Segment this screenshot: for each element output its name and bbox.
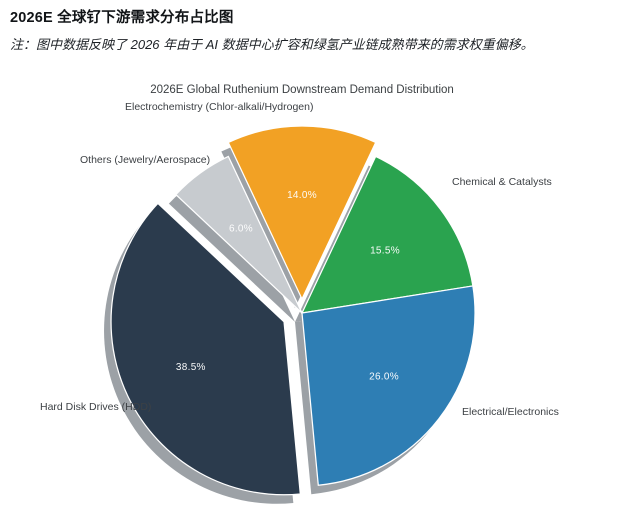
page-title: 2026E 全球钌下游需求分布占比图 [10, 10, 234, 26]
pie-percent-label: 15.5% [370, 245, 400, 256]
pie-percent-label: 26.0% [369, 371, 399, 382]
pie-slice [300, 155, 474, 314]
chart-title: 2026E Global Ruthenium Downstream Demand… [150, 84, 454, 96]
slice-label-chemical-catalysts: Chemical & Catalysts [452, 176, 552, 188]
pie-percent-label: 14.0% [287, 190, 317, 201]
page-note: 注：图中数据反映了 2026 年由于 AI 数据中心扩容和绿氢产业链成熟带来的需… [10, 37, 534, 52]
slice-label-electrical-electronics: Electrical/Electronics [462, 406, 559, 418]
pie-percent-label: 6.0% [229, 224, 253, 235]
pie-slice [110, 202, 302, 496]
slice-label-others: Others (Jewelry/Aerospace) [80, 154, 211, 166]
pie-slice [175, 155, 303, 314]
slice-label-hard-disk-drives: Hard Disk Drives (HDD) [40, 401, 152, 413]
pie-slice [301, 285, 476, 486]
slice-label-electrochemistry: Electrochemistry (Chlor-alkali/Hydrogen) [125, 101, 314, 113]
pie-slice [227, 125, 377, 301]
pie-percent-label: 38.5% [176, 362, 206, 373]
